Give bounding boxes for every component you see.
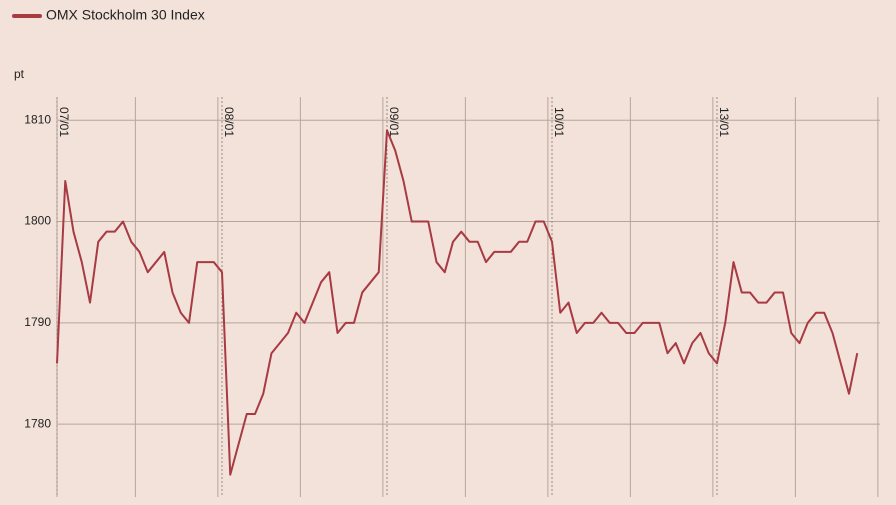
y-tick-label: 1800 (24, 214, 51, 228)
x-tick-label: 13/01 (717, 107, 731, 137)
legend-label: OMX Stockholm 30 Index (46, 7, 205, 23)
y-tick-label: 1790 (24, 315, 51, 329)
y-tick-label: 1780 (24, 416, 51, 430)
y-tick-label: 1810 (24, 112, 51, 126)
x-tick-label: 09/01 (387, 107, 401, 137)
y-axis-unit: pt (14, 67, 25, 81)
x-tick-label: 08/01 (222, 107, 236, 137)
x-tick-label: 10/01 (552, 107, 566, 137)
price-line (56, 129, 859, 476)
x-tick-label: 07/01 (57, 107, 71, 137)
